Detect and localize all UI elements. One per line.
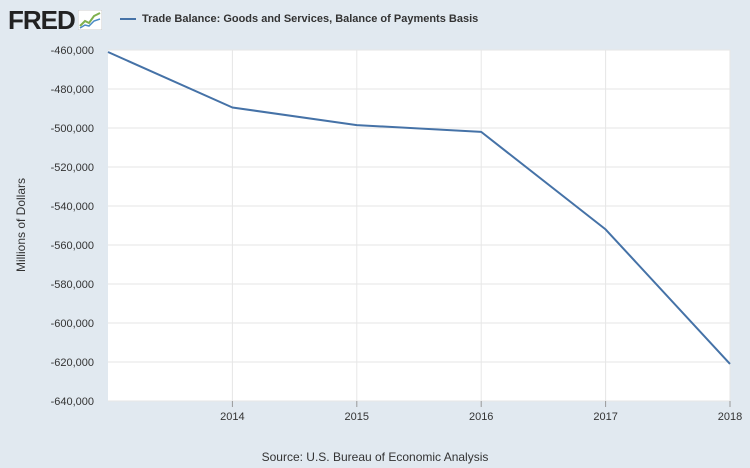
- y-tick-label: -580,000: [51, 279, 94, 291]
- fred-logo[interactable]: FRED: [8, 6, 102, 34]
- header: FRED: [8, 6, 102, 34]
- x-tick-label: 2014: [220, 411, 244, 423]
- fred-graph-icon: [77, 10, 102, 30]
- data-point[interactable]: [726, 360, 734, 368]
- chart-legend: Trade Balance: Goods and Services, Balan…: [120, 9, 478, 29]
- y-tick-label: -600,000: [51, 318, 94, 330]
- data-point[interactable]: [353, 121, 361, 129]
- x-tick-label: 2016: [469, 411, 493, 423]
- y-axis-title: Millions of Dollars: [14, 178, 28, 272]
- legend-series-label: Trade Balance: Goods and Services, Balan…: [142, 13, 479, 25]
- x-tick-label: 2015: [345, 411, 369, 423]
- plot-area: [108, 50, 730, 401]
- series-line[interactable]: [107, 51, 731, 365]
- legend-swatch: [120, 18, 136, 20]
- fred-logo-text: FRED: [8, 5, 76, 35]
- data-point[interactable]: [477, 128, 485, 136]
- y-tick-label: -540,000: [51, 201, 94, 213]
- y-tick-label: -460,000: [51, 45, 94, 57]
- series-layer: [104, 48, 734, 368]
- y-tick-label: -620,000: [51, 357, 94, 369]
- x-tick-label: 2017: [593, 411, 617, 423]
- x-tick-label: 2018: [718, 411, 742, 423]
- data-point[interactable]: [602, 225, 610, 233]
- x-axis-ticks: 2014 2015 2016 2017 2018: [220, 401, 742, 423]
- y-tick-label: -640,000: [51, 396, 94, 408]
- y-tick-label: -560,000: [51, 240, 94, 252]
- data-point[interactable]: [228, 104, 236, 112]
- source-note: Source: U.S. Bureau of Economic Analysis: [261, 450, 489, 464]
- y-tick-label: -520,000: [51, 162, 94, 174]
- y-tick-label: -480,000: [51, 84, 94, 96]
- data-point[interactable]: [104, 48, 112, 56]
- y-axis-ticks: -460,000 -480,000 -500,000 -520,000 -540,000…: [51, 45, 94, 408]
- y-tick-label: -500,000: [51, 123, 94, 135]
